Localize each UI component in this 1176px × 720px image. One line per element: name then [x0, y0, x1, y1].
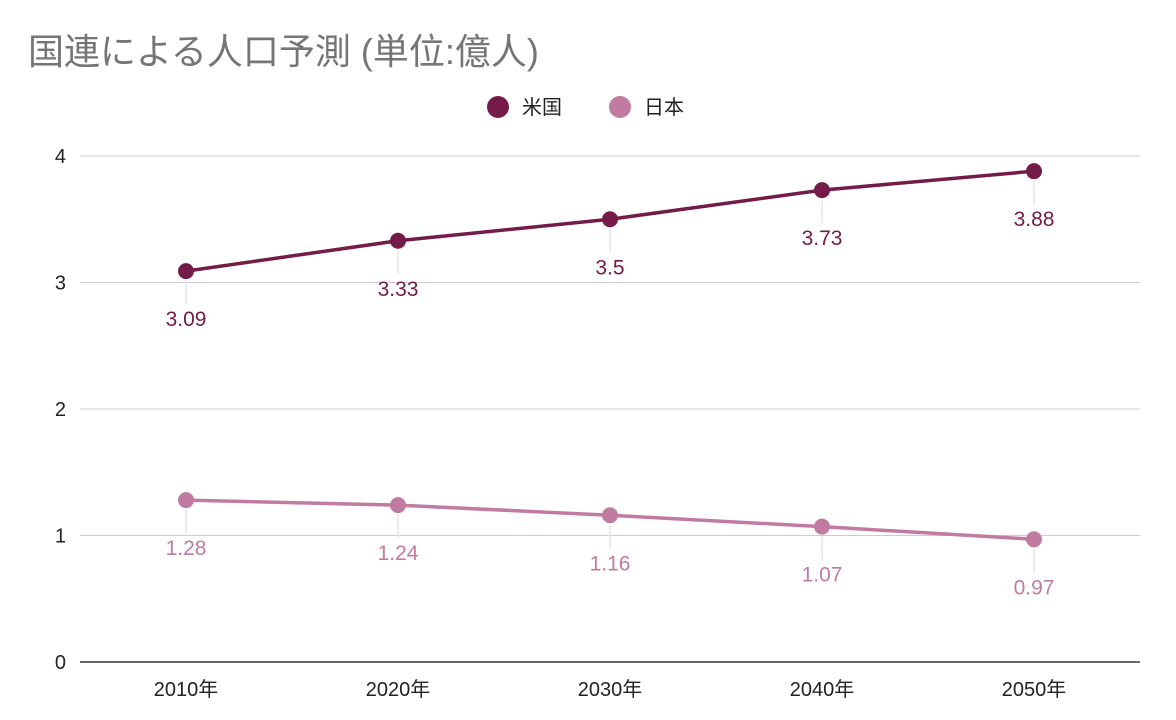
series-us: 3.09 3.33 3.5 3.73 3.88: [166, 163, 1055, 331]
data-label: 3.5: [595, 256, 624, 279]
series-layer: 3.09 3.33 3.5 3.73 3.88 1.28 1.24 1.16 1.07 0.97: [166, 163, 1055, 599]
data-point[interactable]: [814, 518, 830, 535]
data-point[interactable]: [390, 232, 406, 249]
gridlines: [80, 155, 1140, 663]
x-tick-label: 2030年: [578, 678, 643, 701]
x-tick-label: 2050年: [1002, 678, 1067, 701]
legend-label-jp: 日本: [644, 96, 684, 119]
x-axis: 2010年 2020年 2030年 2040年 2050年: [154, 678, 1067, 701]
data-label: 3.33: [378, 278, 419, 301]
data-label: 1.28: [166, 537, 207, 560]
legend-label-us: 米国: [522, 96, 562, 119]
data-label: 1.07: [802, 564, 843, 587]
data-point[interactable]: [1026, 531, 1042, 548]
x-tick-label: 2020年: [366, 678, 431, 701]
data-label: 1.24: [378, 542, 419, 565]
data-point[interactable]: [814, 182, 830, 199]
data-label: 3.73: [802, 227, 843, 250]
data-point[interactable]: [178, 263, 194, 280]
data-label: 1.16: [590, 552, 631, 575]
y-tick-label: 2: [55, 399, 66, 421]
y-tick-label: 0: [55, 652, 66, 674]
data-point[interactable]: [178, 492, 194, 509]
y-tick-label: 3: [55, 273, 66, 295]
data-label: 3.88: [1014, 208, 1055, 231]
data-point[interactable]: [390, 497, 406, 514]
y-tick-label: 4: [55, 146, 66, 168]
chart-title: 国連による人口予測 (単位:億人): [28, 31, 539, 72]
legend-marker-jp: [609, 96, 631, 118]
x-tick-label: 2040年: [790, 678, 855, 701]
data-point[interactable]: [602, 507, 618, 524]
x-tick-label: 2010年: [154, 678, 219, 701]
legend: 米国 日本: [487, 96, 684, 119]
data-point[interactable]: [1026, 163, 1042, 180]
data-label: 0.97: [1014, 576, 1055, 599]
data-label: 3.09: [166, 308, 207, 331]
y-tick-label: 1: [55, 526, 66, 548]
series-jp: 1.28 1.24 1.16 1.07 0.97: [166, 492, 1055, 599]
y-axis: 0 1 2 3 4: [55, 146, 66, 674]
legend-marker-us: [487, 96, 509, 118]
data-point[interactable]: [602, 211, 618, 228]
